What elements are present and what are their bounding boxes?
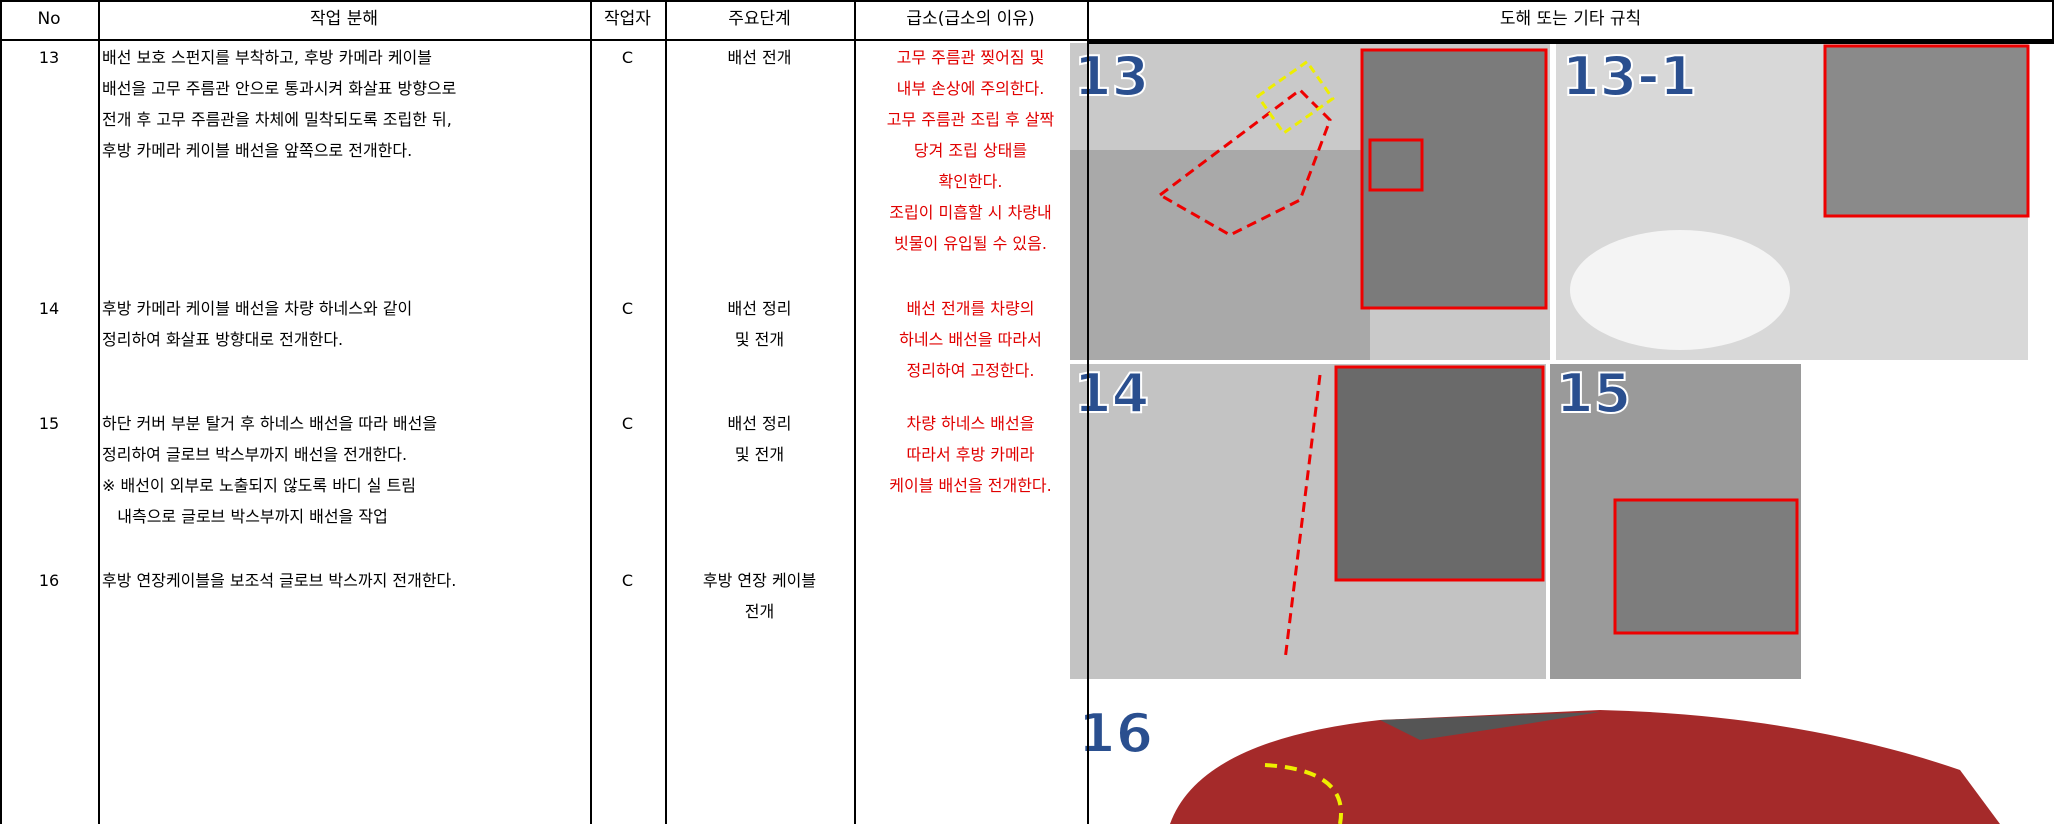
task-line: 후방 카메라 케이블 배선을 앞쪽으로 전개한다. [102,141,413,160]
key-point-line: 따라서 후방 카메라 [906,445,1035,464]
photo-area [1070,150,1370,360]
header-cell: 도해 또는 기타 규칙 [1499,9,1642,29]
car [1170,710,2000,824]
dashed-path [1157,88,1332,237]
key-point-line: 고무 주름관 찢어짐 및 [896,48,1045,67]
worker: C [621,571,634,590]
column-border [98,0,100,824]
row-no: 13 [38,48,60,67]
figure-label: 13 [1074,45,1149,108]
task-line: 정리하여 글로브 박스부까지 배선을 전개한다. [102,445,408,464]
dashed-path [1264,763,1344,824]
task-line: 하단 커버 부분 탈거 후 하네스 배선을 따라 배선을 [102,414,438,433]
column-border [0,0,2,824]
row-no: 14 [38,299,60,318]
column-border [2052,0,2054,40]
task-line: 배선을 고무 주름관 안으로 통과시켜 화살표 방향으로 [102,79,457,98]
glove [1570,230,1790,350]
task-line: 전개 후 고무 주름관을 차체에 밀착되도록 조립한 뒤, [102,110,452,129]
figure-label: 15 [1556,362,1631,425]
task-line: 후방 카메라 케이블 배선을 차량 하네스와 같이 [102,299,413,318]
step-line: 및 전개 [734,445,785,464]
row-border [1087,41,2054,44]
step-line: 후방 연장 케이블 [702,571,817,590]
column-border [590,0,592,824]
key-point-line: 정리하여 고정한다. [906,361,1035,380]
key-point-line: 당겨 조립 상태를 [913,141,1028,160]
figure-label: 16 [1078,702,1153,765]
step-line: 배선 정리 [727,299,792,318]
task-line: 후방 연장케이블을 보조석 글로브 박스까지 전개한다. [102,571,457,590]
key-point-line: 하네스 배선을 따라서 [899,330,1042,349]
key-point-line: 차량 하네스 배선을 [906,414,1035,433]
header-cell: 작업 분해 [310,9,378,29]
key-point-line: 확인한다. [938,172,1003,191]
key-point-line: 조립이 미흡할 시 차량내 [889,203,1052,222]
worker: C [621,299,634,318]
car-window [1380,712,1600,740]
header-cell: No [37,9,61,29]
inset [1334,365,1545,582]
row-no: 16 [38,571,60,590]
row-border [0,0,2054,2]
column-border [854,0,856,824]
worker: C [621,414,634,433]
key-point-line: 배선 전개를 차량의 [906,299,1035,318]
header-cell: 급소(급소의 이유) [906,9,1035,29]
key-point-line: 빗물이 유입될 수 있음. [894,234,1047,253]
row-no: 15 [38,414,60,433]
task-line: 정리하여 화살표 방향대로 전개한다. [102,330,344,349]
task-line: 내측으로 글로브 박스부까지 배선을 작업 [102,507,388,526]
inset [1823,44,2030,218]
step-line: 전개 [744,602,775,621]
task-line: ※ 배선이 외부로 노출되지 않도록 바디 실 트림 [102,476,416,495]
column-border [665,0,667,824]
key-point-line: 고무 주름관 조립 후 살짝 [886,110,1055,129]
header-cell: 주요단계 [728,9,791,29]
inset [1360,48,1548,310]
highlight [1368,138,1424,192]
header-cell: 작업자 [604,9,651,29]
figure-label: 13-1 [1562,45,1697,108]
dashed-box [1255,59,1335,136]
inset [1613,498,1799,635]
key-point-line: 내부 손상에 주의한다. [896,79,1045,98]
column-border [1087,0,1089,824]
step-line: 배선 전개 [727,48,792,67]
key-point-line: 케이블 배선을 전개한다. [889,476,1052,495]
row-border [0,39,2054,41]
step-line: 및 전개 [734,330,785,349]
figure-label: 14 [1074,362,1149,425]
step-line: 배선 정리 [727,414,792,433]
task-line: 배선 보호 스펀지를 부착하고, 후방 카메라 케이블 [102,48,433,67]
worker: C [621,48,634,67]
